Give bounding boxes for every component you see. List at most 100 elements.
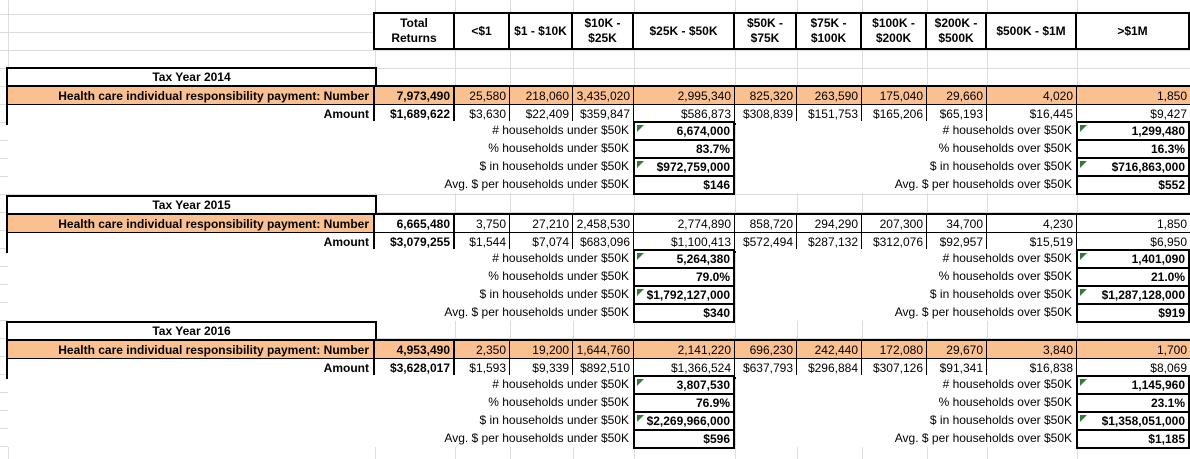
cell-number-75k-100k[interactable]: 263,590 [797,87,862,105]
header-cell-500k-1m[interactable]: $500K - $1M [987,14,1077,48]
cell-number-gt1m[interactable]: 1,700 [1077,341,1190,359]
cell-number-1-10k[interactable]: 27,210 [510,215,573,233]
value-avg-under-50k[interactable]: $146 [633,175,735,195]
header-cell-200k-500k[interactable]: $200K - $500K [927,14,987,48]
cell-amount-500k-1m[interactable]: $15,519 [987,233,1077,251]
cell-amount-total[interactable]: $3,079,255 [375,233,455,251]
cell-amount-gt1m[interactable]: $6,950 [1077,233,1190,251]
value-avg-under-50k[interactable]: $340 [633,303,735,323]
cell-amount-1-10k[interactable]: $7,074 [510,233,573,251]
cell-number-100k-200k[interactable]: 175,040 [862,87,927,105]
row-label-amount[interactable]: Amount [8,233,375,251]
cell-amount-total[interactable]: $1,689,622 [375,105,455,123]
header-cell-lt-1[interactable]: <$1 [455,14,510,48]
cell-number-50k-75k[interactable]: 858,720 [735,215,797,233]
cell-amount-lt1[interactable]: $1,544 [455,233,510,251]
cell-amount-75k-100k[interactable]: $296,884 [797,359,862,377]
cell-amount-200k-500k[interactable]: $92,957 [927,233,987,251]
cell-amount-75k-100k[interactable]: $287,132 [797,233,862,251]
year-title-2014[interactable]: Tax Year 2014 [6,67,377,87]
value-pct-over-50k[interactable]: 21.0% [1076,267,1190,287]
header-cell-75k-100k[interactable]: $75K - $100K [797,14,862,48]
cell-number-gt1m[interactable]: 1,850 [1077,87,1190,105]
year-title-2016[interactable]: Tax Year 2016 [6,321,377,341]
header-cell-total-returns[interactable]: Total Returns [375,14,455,48]
cell-amount-50k-75k[interactable]: $308,839 [735,105,797,123]
cell-amount-100k-200k[interactable]: $307,126 [862,359,927,377]
value-hh-under-50k[interactable]: 3,807,530 [633,375,735,395]
row-label-number[interactable]: Health care individual responsibility pa… [8,87,375,105]
cell-number-10k-25k[interactable]: 3,435,020 [573,87,634,105]
cell-number-500k-1m[interactable]: 3,840 [987,341,1077,359]
value-avg-over-50k[interactable]: $1,185 [1076,429,1190,449]
cell-number-total[interactable]: 6,665,480 [375,215,455,233]
cell-number-75k-100k[interactable]: 242,440 [797,341,862,359]
value-hh-under-50k[interactable]: 6,674,000 [633,121,735,141]
cell-number-100k-200k[interactable]: 207,300 [862,215,927,233]
value-hh-over-50k[interactable]: 1,145,960 [1076,375,1190,395]
cell-amount-gt1m[interactable]: $8,069 [1077,359,1190,377]
cell-number-25k-50k[interactable]: 2,995,340 [634,87,735,105]
value-usd-under-50k[interactable]: $1,792,127,000 [633,285,735,305]
cell-amount-100k-200k[interactable]: $312,076 [862,233,927,251]
value-hh-over-50k[interactable]: 1,401,090 [1076,249,1190,269]
cell-number-50k-75k[interactable]: 696,230 [735,341,797,359]
cell-number-lt1[interactable]: 2,350 [455,341,510,359]
cell-amount-10k-25k[interactable]: $359,847 [573,105,634,123]
cell-amount-75k-100k[interactable]: $151,753 [797,105,862,123]
cell-number-500k-1m[interactable]: 4,020 [987,87,1077,105]
header-cell-1-10k[interactable]: $1 - $10K [510,14,573,48]
value-usd-over-50k[interactable]: $716,863,000 [1076,157,1190,177]
cell-number-10k-25k[interactable]: 2,458,530 [573,215,634,233]
cell-number-50k-75k[interactable]: 825,320 [735,87,797,105]
cell-amount-25k-50k[interactable]: $1,100,413 [634,233,735,251]
value-usd-under-50k[interactable]: $972,759,000 [633,157,735,177]
cell-number-1-10k[interactable]: 19,200 [510,341,573,359]
cell-number-25k-50k[interactable]: 2,774,890 [634,215,735,233]
cell-amount-1-10k[interactable]: $9,339 [510,359,573,377]
value-avg-over-50k[interactable]: $919 [1076,303,1190,323]
cell-number-total[interactable]: 4,953,490 [375,341,455,359]
cell-number-75k-100k[interactable]: 294,290 [797,215,862,233]
cell-number-lt1[interactable]: 25,580 [455,87,510,105]
cell-number-1-10k[interactable]: 218,060 [510,87,573,105]
row-label-amount[interactable]: Amount [8,359,375,377]
row-label-number[interactable]: Health care individual responsibility pa… [8,215,375,233]
cell-number-200k-500k[interactable]: 34,700 [927,215,987,233]
value-pct-under-50k[interactable]: 76.9% [633,393,735,413]
value-hh-over-50k[interactable]: 1,299,480 [1076,121,1190,141]
cell-amount-50k-75k[interactable]: $572,494 [735,233,797,251]
header-cell-10k-25k[interactable]: $10K - $25K [573,14,634,48]
header-cell-25k-50k[interactable]: $25K - $50K [634,14,735,48]
cell-amount-lt1[interactable]: $3,630 [455,105,510,123]
cell-amount-50k-75k[interactable]: $637,793 [735,359,797,377]
cell-amount-25k-50k[interactable]: $1,366,524 [634,359,735,377]
header-cell-gt-1m[interactable]: >$1M [1117,23,1148,38]
value-usd-over-50k[interactable]: $1,287,128,000 [1076,285,1190,305]
cell-number-lt1[interactable]: 3,750 [455,215,510,233]
row-label-number[interactable]: Health care individual responsibility pa… [8,341,375,359]
cell-amount-200k-500k[interactable]: $91,341 [927,359,987,377]
cell-amount-total[interactable]: $3,628,017 [375,359,455,377]
cell-amount-1-10k[interactable]: $22,409 [510,105,573,123]
year-title-2015[interactable]: Tax Year 2015 [6,195,377,215]
value-pct-over-50k[interactable]: 16.3% [1076,139,1190,159]
cell-number-25k-50k[interactable]: 2,141,220 [634,341,735,359]
cell-number-100k-200k[interactable]: 172,080 [862,341,927,359]
cell-amount-lt1[interactable]: $1,593 [455,359,510,377]
value-pct-under-50k[interactable]: 83.7% [633,139,735,159]
value-avg-over-50k[interactable]: $552 [1076,175,1190,195]
cell-amount-500k-1m[interactable]: $16,838 [987,359,1077,377]
row-label-amount[interactable]: Amount [8,105,375,123]
cell-amount-10k-25k[interactable]: $892,510 [573,359,634,377]
cell-number-200k-500k[interactable]: 29,670 [927,341,987,359]
value-usd-over-50k[interactable]: $1,358,051,000 [1076,411,1190,431]
value-usd-under-50k[interactable]: $2,269,966,000 [633,411,735,431]
cell-amount-10k-25k[interactable]: $683,096 [573,233,634,251]
cell-amount-25k-50k[interactable]: $586,873 [634,105,735,123]
value-pct-under-50k[interactable]: 79.0% [633,267,735,287]
cell-amount-200k-500k[interactable]: $65,193 [927,105,987,123]
cell-amount-gt1m[interactable]: $9,427 [1077,105,1190,123]
cell-number-10k-25k[interactable]: 1,644,760 [573,341,634,359]
value-avg-under-50k[interactable]: $596 [633,429,735,449]
